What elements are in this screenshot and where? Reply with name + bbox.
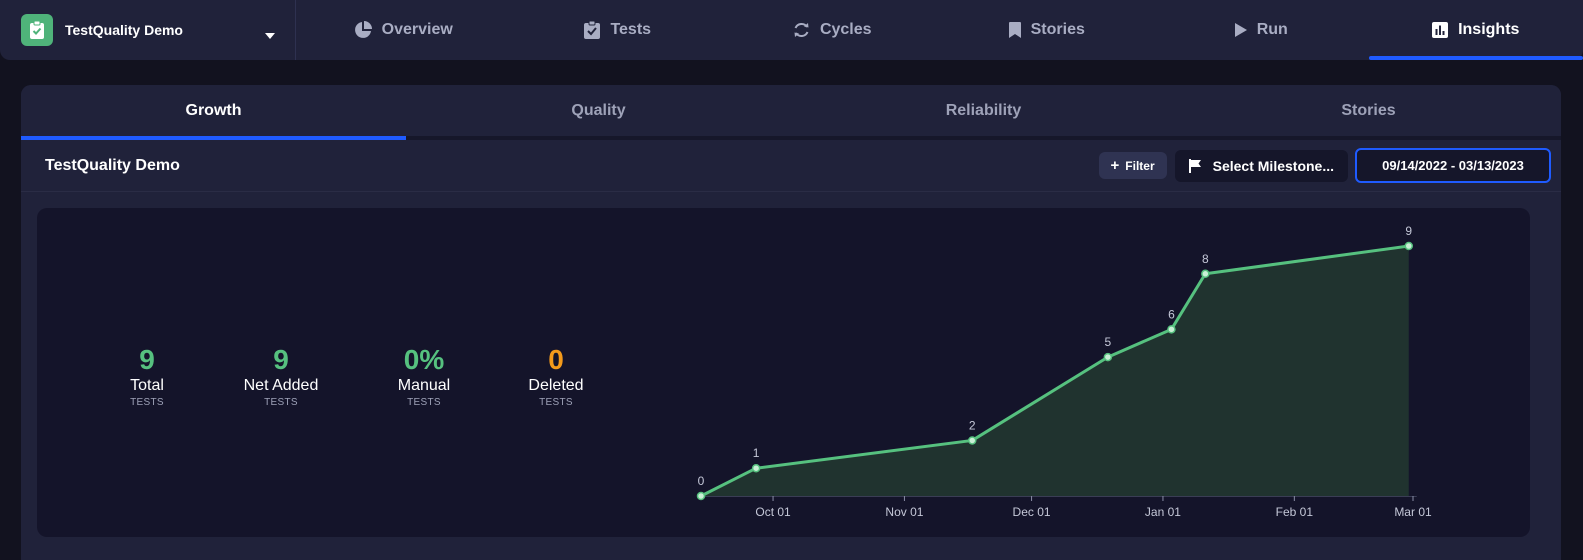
subtab-quality[interactable]: Quality xyxy=(571,101,626,119)
stat-label: Deleted xyxy=(528,377,584,394)
chart-data-point xyxy=(751,463,761,473)
nav-tab-stories[interactable]: Stories xyxy=(940,0,1155,60)
project-name: TestQuality Demo xyxy=(65,22,183,38)
stat-net-added: 9 Net Added TESTS xyxy=(211,344,351,408)
chart-data-label: 1 xyxy=(753,446,760,460)
filter-label: Filter xyxy=(1125,158,1155,173)
nav-tab-label: Insights xyxy=(1458,21,1520,38)
growth-card: 9 Total TESTS 9 Net Added TESTS 0% Manua… xyxy=(37,208,1530,537)
nav-tab-cycles[interactable]: Cycles xyxy=(725,0,940,60)
chart-data-point xyxy=(1404,241,1414,251)
play-icon xyxy=(1234,23,1247,37)
bar-chart-icon xyxy=(1432,22,1449,38)
stat-deleted: 0 Deleted TESTS xyxy=(486,344,626,408)
stat-unit: TESTS xyxy=(264,397,298,408)
stat-label: Net Added xyxy=(243,377,319,394)
project-selector[interactable]: TestQuality Demo xyxy=(0,0,296,60)
chart-x-tick-label: Feb 01 xyxy=(1276,505,1314,519)
chart-data-label: 2 xyxy=(969,418,976,432)
chart-data-label: 0 xyxy=(698,474,705,488)
chart-data-point xyxy=(1201,269,1210,279)
nav-tab-label: Overview xyxy=(381,21,453,38)
subtab-reliability[interactable]: Reliability xyxy=(945,101,1022,119)
stat-label: Manual xyxy=(397,377,451,394)
filter-button[interactable]: + Filter xyxy=(1098,152,1167,179)
subtab-stories[interactable]: Stories xyxy=(1341,101,1396,119)
date-range-picker[interactable]: 09/14/2022 - 03/13/2023 xyxy=(1355,148,1551,183)
insights-panel: Growth Quality Reliability Stories TestQ… xyxy=(21,85,1561,560)
subtab-growth[interactable]: Growth xyxy=(21,85,406,140)
nav-tab-overview[interactable]: Overview xyxy=(296,0,511,60)
chart-data-label: 6 xyxy=(1168,307,1175,321)
stat-unit: TESTS xyxy=(130,397,164,408)
nav-tab-label: Tests xyxy=(610,21,652,38)
pie-chart-icon xyxy=(354,21,372,38)
milestone-label: Select Milestone... xyxy=(1212,157,1334,174)
toolbar-title: TestQuality Demo xyxy=(45,156,180,174)
plus-icon: + xyxy=(1110,157,1120,174)
main-nav-tabs: Overview Tests Cycles Stories xyxy=(296,0,1583,60)
stat-value: 9 xyxy=(273,344,289,375)
chart-data-point xyxy=(967,436,977,445)
stat-value: 0 xyxy=(548,344,564,375)
nav-tab-label: Stories xyxy=(1030,21,1085,38)
chart-x-tick-label: Nov 01 xyxy=(885,505,923,519)
chart-data-point xyxy=(696,491,706,501)
stat-unit: TESTS xyxy=(539,397,573,408)
stat-label: Total xyxy=(130,377,164,394)
clipboard-check-icon xyxy=(21,14,53,46)
bookmark-icon xyxy=(1008,22,1021,38)
stat-manual: 0% Manual TESTS xyxy=(354,344,494,408)
chart-x-tick-label: Mar 01 xyxy=(1394,505,1432,519)
growth-area-chart: Oct 01 Nov 01 Dec 01 Jan 01 Feb 01 Mar 01 0 1 2 5… xyxy=(696,224,1432,519)
nav-tab-run[interactable]: Run xyxy=(1154,0,1369,60)
clipboard-check-icon xyxy=(584,21,601,39)
chart-data-point xyxy=(1167,325,1176,334)
nav-tab-tests[interactable]: Tests xyxy=(511,0,726,60)
refresh-cycle-icon xyxy=(794,22,809,38)
nav-tab-label: Cycles xyxy=(819,21,872,38)
chart-data-label: 8 xyxy=(1202,252,1209,266)
select-milestone-button[interactable]: Select Milestone... xyxy=(1174,149,1348,182)
insights-subtabs: Growth Quality Reliability Stories xyxy=(21,85,1561,140)
nav-tab-label: Run xyxy=(1256,21,1288,38)
nav-tab-insights[interactable]: Insights xyxy=(1368,0,1583,60)
chart-x-tick-label: Dec 01 xyxy=(1013,505,1051,519)
stat-unit: TESTS xyxy=(407,397,441,408)
chart-area-fill xyxy=(701,246,1409,496)
chart-x-tick-label: Oct 01 xyxy=(755,505,791,519)
stat-total: 9 Total TESTS xyxy=(77,344,217,408)
chart-data-point xyxy=(1103,352,1113,362)
stat-value: 0% xyxy=(403,344,445,375)
chart-x-tick-label: Jan 01 xyxy=(1145,505,1181,519)
top-navigation-bar: TestQuality Demo Overview Tests xyxy=(0,0,1583,60)
caret-down-icon[interactable] xyxy=(265,26,275,44)
chart-data-label: 5 xyxy=(1105,335,1112,349)
stat-value: 9 xyxy=(139,344,155,375)
insights-toolbar: TestQuality Demo + Filter Select Milesto… xyxy=(21,140,1561,192)
flag-icon xyxy=(1188,158,1201,173)
chart-data-label: 9 xyxy=(1405,224,1412,238)
